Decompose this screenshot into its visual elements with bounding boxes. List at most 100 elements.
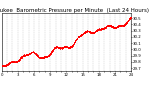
Point: [80, 34, 83, 35]
Point: [67, 46, 69, 48]
Point: [79, 34, 82, 36]
Point: [87, 30, 90, 32]
Point: [85, 30, 88, 31]
Point: [69, 46, 72, 48]
Point: [15, 62, 17, 63]
Point: [88, 31, 91, 32]
Point: [108, 25, 111, 26]
Point: [51, 50, 54, 51]
Point: [53, 47, 56, 49]
Point: [73, 42, 75, 44]
Title: Milwaukee  Barometric Pressure per Minute  (Last 24 Hours): Milwaukee Barometric Pressure per Minute…: [0, 8, 149, 13]
Point: [9, 61, 12, 63]
Point: [63, 46, 66, 47]
Point: [36, 55, 39, 57]
Point: [1, 66, 4, 67]
Point: [28, 52, 31, 54]
Point: [90, 32, 92, 34]
Point: [79, 35, 82, 36]
Point: [25, 54, 28, 55]
Point: [100, 28, 103, 30]
Point: [31, 52, 33, 53]
Point: [47, 54, 50, 56]
Point: [104, 27, 106, 29]
Point: [46, 56, 48, 57]
Point: [49, 52, 52, 53]
Point: [108, 24, 111, 25]
Point: [82, 32, 85, 34]
Point: [80, 34, 83, 36]
Point: [49, 54, 51, 55]
Point: [19, 58, 21, 60]
Point: [19, 58, 21, 60]
Point: [106, 25, 109, 27]
Point: [48, 54, 51, 56]
Point: [115, 27, 117, 28]
Point: [61, 46, 63, 48]
Point: [23, 54, 25, 56]
Point: [24, 54, 26, 56]
Point: [7, 62, 9, 64]
Point: [79, 35, 82, 36]
Point: [98, 28, 100, 30]
Point: [33, 51, 35, 53]
Point: [85, 30, 88, 32]
Point: [105, 27, 107, 28]
Point: [100, 28, 103, 29]
Point: [90, 32, 92, 33]
Point: [81, 33, 84, 35]
Point: [63, 47, 65, 48]
Point: [122, 25, 124, 26]
Point: [65, 46, 68, 47]
Point: [19, 58, 21, 59]
Point: [123, 24, 126, 26]
Point: [5, 64, 8, 66]
Point: [88, 31, 90, 32]
Point: [109, 25, 111, 26]
Point: [58, 47, 61, 49]
Point: [124, 23, 127, 25]
Point: [86, 31, 88, 32]
Point: [66, 46, 69, 48]
Point: [11, 61, 13, 63]
Point: [120, 25, 123, 26]
Point: [21, 55, 23, 57]
Point: [72, 43, 75, 44]
Point: [115, 27, 118, 28]
Point: [3, 65, 5, 66]
Point: [67, 46, 69, 47]
Point: [58, 47, 60, 49]
Point: [111, 25, 114, 27]
Point: [6, 64, 8, 65]
Point: [51, 50, 54, 51]
Point: [105, 25, 108, 26]
Point: [7, 63, 9, 64]
Point: [37, 56, 39, 57]
Point: [15, 62, 17, 63]
Point: [55, 46, 58, 48]
Point: [75, 39, 77, 41]
Point: [123, 24, 126, 25]
Point: [8, 62, 10, 63]
Point: [97, 29, 99, 30]
Point: [76, 37, 78, 38]
Point: [108, 25, 110, 27]
Point: [110, 26, 113, 27]
Point: [64, 46, 66, 48]
Point: [107, 25, 109, 27]
Point: [53, 48, 55, 49]
Point: [92, 32, 94, 34]
Point: [4, 65, 6, 66]
Point: [111, 26, 114, 28]
Point: [56, 47, 58, 48]
Point: [39, 56, 41, 58]
Point: [76, 37, 78, 39]
Point: [114, 27, 116, 28]
Point: [68, 47, 70, 48]
Point: [109, 25, 111, 26]
Point: [126, 21, 129, 23]
Point: [120, 24, 123, 25]
Point: [97, 29, 99, 30]
Point: [69, 47, 72, 48]
Point: [120, 25, 122, 26]
